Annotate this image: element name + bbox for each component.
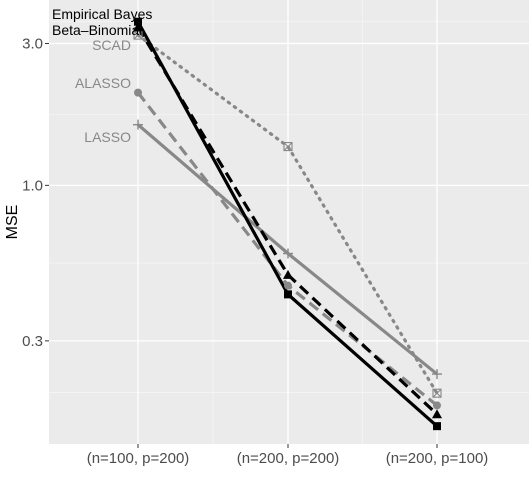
gridlines bbox=[49, 0, 529, 444]
y-axis: 0.3 1.0 3.0 bbox=[22, 35, 49, 350]
beta-binomial-marker bbox=[283, 269, 293, 279]
x-tick-label: (n=200, p=100) bbox=[386, 450, 489, 467]
scad-marker bbox=[432, 388, 442, 398]
scad-label: SCAD bbox=[92, 37, 131, 53]
lasso-marker bbox=[133, 119, 143, 130]
y-tick-label: 0.3 bbox=[22, 333, 43, 350]
y-axis-title: MSE bbox=[4, 205, 21, 240]
series-markers bbox=[133, 17, 442, 431]
y-tick-label: 1.0 bbox=[22, 177, 43, 194]
beta-binomial-label: Beta–Binomial bbox=[52, 22, 142, 38]
x-tick-label: (n=200, p=200) bbox=[237, 450, 340, 467]
x-tick-label: (n=100, p=200) bbox=[87, 450, 190, 467]
empirical-bayes-marker bbox=[284, 290, 292, 299]
lasso-marker bbox=[432, 369, 442, 380]
beta-binomial-marker bbox=[133, 22, 143, 32]
panel-background bbox=[49, 0, 529, 444]
alasso-marker bbox=[433, 401, 441, 410]
scad-marker bbox=[283, 142, 293, 152]
alasso-label: ALASSO bbox=[75, 75, 131, 91]
empirical-bayes-marker bbox=[433, 422, 441, 431]
empirical-bayes-marker bbox=[134, 17, 142, 26]
lasso-marker bbox=[283, 248, 293, 259]
x-axis: (n=100, p=200) (n=200, p=200) (n=200, p=10… bbox=[87, 444, 489, 467]
alasso-marker bbox=[134, 88, 142, 97]
y-tick-label: 3.0 bbox=[22, 35, 43, 52]
alasso-marker bbox=[284, 281, 292, 290]
empirical-bayes-label: Empirical Bayes bbox=[52, 6, 152, 22]
lasso-label: LASSO bbox=[84, 129, 131, 145]
beta-binomial-marker bbox=[432, 409, 442, 419]
